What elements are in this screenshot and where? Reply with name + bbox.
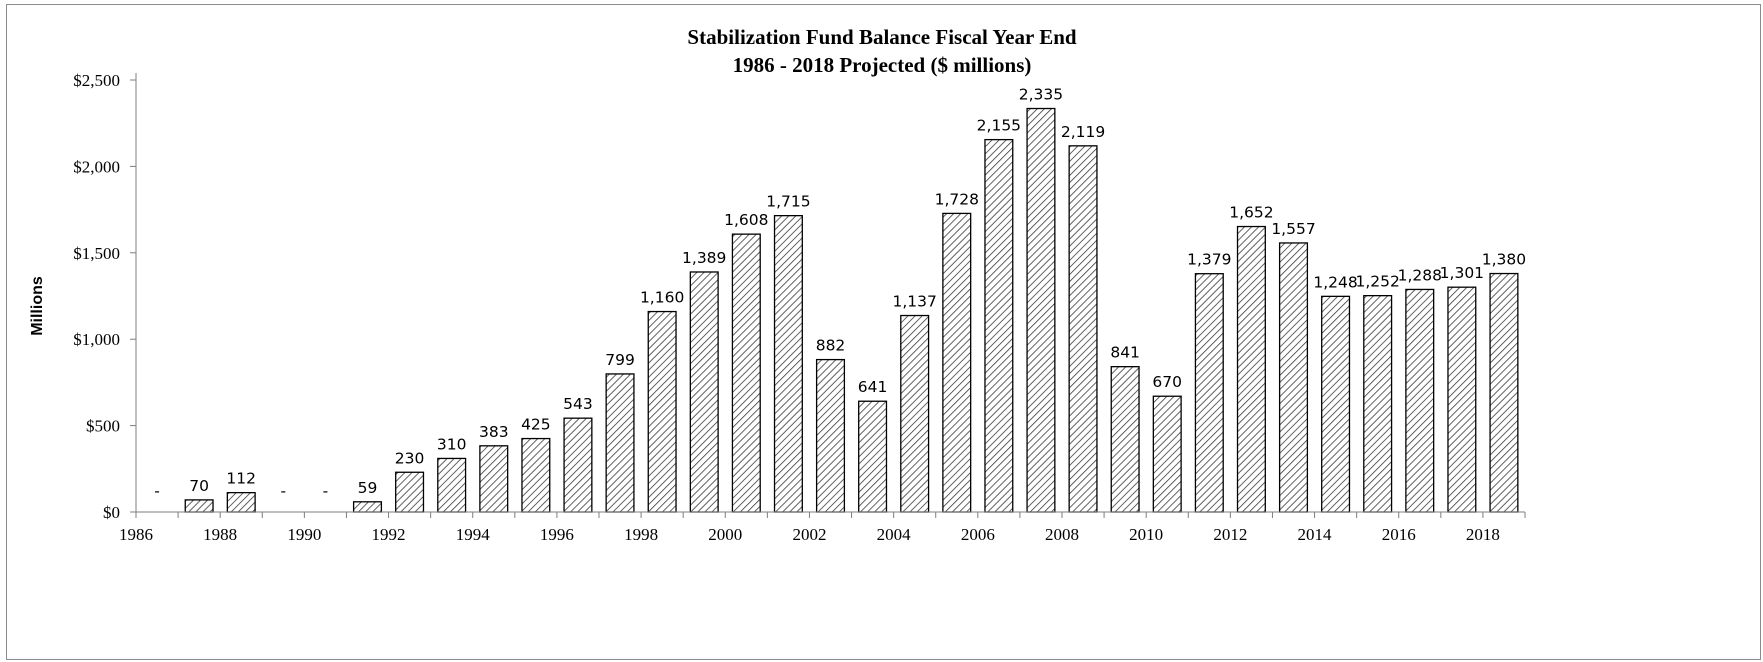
data-label: 1,608 xyxy=(724,211,768,229)
bar xyxy=(1363,295,1393,513)
x-tick-label: 2014 xyxy=(1298,525,1333,544)
data-label: 425 xyxy=(521,416,551,434)
data-label: 1,160 xyxy=(640,289,684,307)
data-label: - xyxy=(154,482,160,500)
bar xyxy=(815,358,846,513)
bar xyxy=(900,314,930,513)
y-tick-label: $2,000 xyxy=(73,157,120,176)
bar xyxy=(1278,242,1309,513)
data-label: 799 xyxy=(605,351,635,369)
y-tick-label: $2,500 xyxy=(73,71,120,90)
bar xyxy=(1194,273,1224,513)
bar xyxy=(1152,395,1182,513)
data-label: 670 xyxy=(1152,373,1182,391)
data-label: 2,155 xyxy=(977,117,1021,135)
bar xyxy=(1026,107,1056,513)
bar xyxy=(1447,286,1477,513)
data-label: 1,728 xyxy=(935,190,979,208)
bar xyxy=(1489,272,1519,513)
data-label: 310 xyxy=(437,435,467,453)
bar xyxy=(352,501,383,513)
data-label: - xyxy=(281,482,287,500)
data-label: 1,715 xyxy=(766,193,810,211)
data-label: 70 xyxy=(189,477,209,495)
data-label: 1,380 xyxy=(1482,251,1526,269)
bar xyxy=(563,417,593,513)
x-tick-label: 1996 xyxy=(540,525,574,544)
y-axis: $0 $500 $1,000 $1,500 $2,000 $2,500 xyxy=(73,71,137,522)
data-label: 1,301 xyxy=(1440,264,1484,282)
chart-subtitle: 1986 - 2018 Projected ($ millions) xyxy=(733,53,1032,77)
data-label: 1,288 xyxy=(1398,266,1442,284)
data-label: 2,335 xyxy=(1019,86,1063,104)
bar xyxy=(773,214,803,513)
x-tick-label: 2018 xyxy=(1466,525,1500,544)
data-label: 543 xyxy=(563,395,593,413)
data-labels: - 70 112 - - 59 230 310 383 425 543 799 1,160 1,389 1,… xyxy=(154,86,1526,500)
x-axis: 1986 1988 1990 1992 1994 1996 1998 2000 2002 2004… xyxy=(119,511,1526,544)
bar xyxy=(689,271,719,513)
bar xyxy=(942,212,972,513)
data-label: 1,248 xyxy=(1313,273,1357,291)
data-label: 1,389 xyxy=(682,249,726,267)
data-label: 383 xyxy=(479,423,509,441)
bar xyxy=(184,499,214,513)
data-label: 641 xyxy=(858,378,888,396)
bar xyxy=(1236,225,1266,513)
x-tick-label: 2002 xyxy=(792,525,826,544)
bar xyxy=(1068,145,1098,513)
x-tick-label: 1986 xyxy=(119,525,153,544)
y-tick-label: $1,500 xyxy=(73,244,120,263)
x-tick-label: 1994 xyxy=(456,525,491,544)
data-label: 1,557 xyxy=(1271,220,1315,238)
data-label: 2,119 xyxy=(1061,123,1105,141)
x-tick-label: 2006 xyxy=(961,525,995,544)
x-tick-label: 2008 xyxy=(1045,525,1079,544)
x-tick-label: 2012 xyxy=(1213,525,1247,544)
bar xyxy=(731,233,761,513)
bar xyxy=(479,445,509,513)
data-label: 230 xyxy=(395,449,425,467)
data-label: 1,252 xyxy=(1355,273,1399,291)
data-label: 1,137 xyxy=(892,293,936,311)
data-label: 841 xyxy=(1110,344,1140,362)
bar xyxy=(1321,295,1351,513)
chart-title: Stabilization Fund Balance Fiscal Year E… xyxy=(687,25,1076,49)
bar xyxy=(605,373,635,513)
x-tick-label: 2010 xyxy=(1129,525,1163,544)
bar xyxy=(984,138,1014,513)
x-tick-label: 1988 xyxy=(203,525,237,544)
data-label: 1,652 xyxy=(1229,204,1273,222)
data-label: 112 xyxy=(226,470,256,488)
x-tick-label: 1998 xyxy=(624,525,658,544)
x-tick-label: 1992 xyxy=(372,525,406,544)
bar xyxy=(858,400,888,513)
bar xyxy=(1405,288,1435,513)
x-tick-label: 2000 xyxy=(708,525,742,544)
bar xyxy=(1110,366,1140,513)
bar xyxy=(395,471,425,513)
bars xyxy=(184,107,1519,513)
x-tick-label: 1990 xyxy=(287,525,321,544)
data-label: - xyxy=(323,482,329,500)
data-label: 1,379 xyxy=(1187,251,1231,269)
bar xyxy=(647,310,677,513)
y-axis-label: Millions xyxy=(29,276,46,336)
bar xyxy=(521,437,551,513)
y-tick-label: $1,000 xyxy=(73,330,120,349)
bar xyxy=(437,457,467,513)
y-tick-label: $500 xyxy=(86,417,120,436)
x-tick-label: 2016 xyxy=(1382,525,1416,544)
bar xyxy=(226,491,256,513)
y-tick-label: $0 xyxy=(103,503,120,522)
x-tick-label: 2004 xyxy=(877,525,912,544)
data-label: 882 xyxy=(816,337,846,355)
data-label: 59 xyxy=(358,479,378,497)
